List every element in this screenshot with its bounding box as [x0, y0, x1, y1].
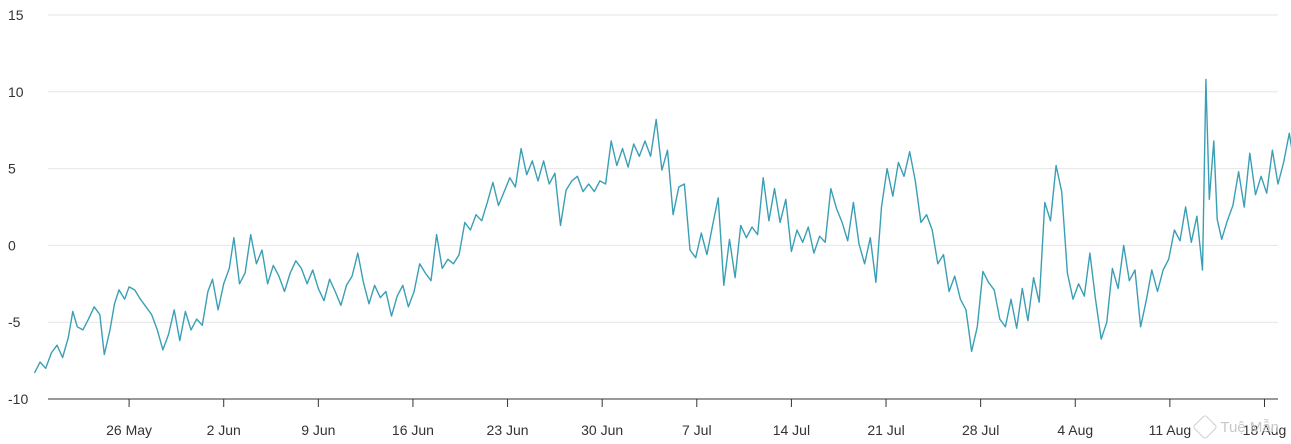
y-tick-label: -10 [8, 391, 28, 407]
x-tick-label: 7 Jul [682, 422, 712, 438]
x-tick-label: 30 Jun [581, 422, 623, 438]
x-tick-label: 23 Jun [487, 422, 529, 438]
x-tick-label: 26 May [106, 422, 152, 438]
x-tick-label: 18 Aug [1243, 422, 1287, 438]
x-tick-label: 2 Jun [207, 422, 241, 438]
x-tick-label: 21 Jul [867, 422, 904, 438]
x-tick-label: 11 Aug [1149, 422, 1192, 438]
y-tick-label: 5 [8, 161, 16, 177]
x-tick-label: 16 Jun [392, 422, 434, 438]
watermark-text: Tuệ Mẫn [1220, 418, 1279, 436]
y-tick-label: -5 [8, 314, 21, 330]
x-tick-label: 9 Jun [301, 422, 335, 438]
x-axis-ticks: 26 May 2 Jun 9 Jun 16 Jun 23 Jun 30 Jun 7 Jul 1… [106, 399, 1286, 438]
y-tick-label: 0 [8, 237, 16, 253]
y-tick-label: 10 [8, 84, 24, 100]
x-tick-label: 14 Jul [773, 422, 810, 438]
diamond-logo-icon [1192, 414, 1219, 440]
series-line [33, 78, 1291, 374]
x-tick-label: 4 Aug [1057, 422, 1093, 438]
x-tick-label: 28 Jul [962, 422, 999, 438]
y-axis-labels: 15 10 5 0 -5 -10 [8, 7, 28, 407]
series-group [33, 78, 1291, 374]
y-tick-label: 15 [8, 7, 24, 23]
watermark: Tuệ Mẫn [1192, 414, 1279, 440]
